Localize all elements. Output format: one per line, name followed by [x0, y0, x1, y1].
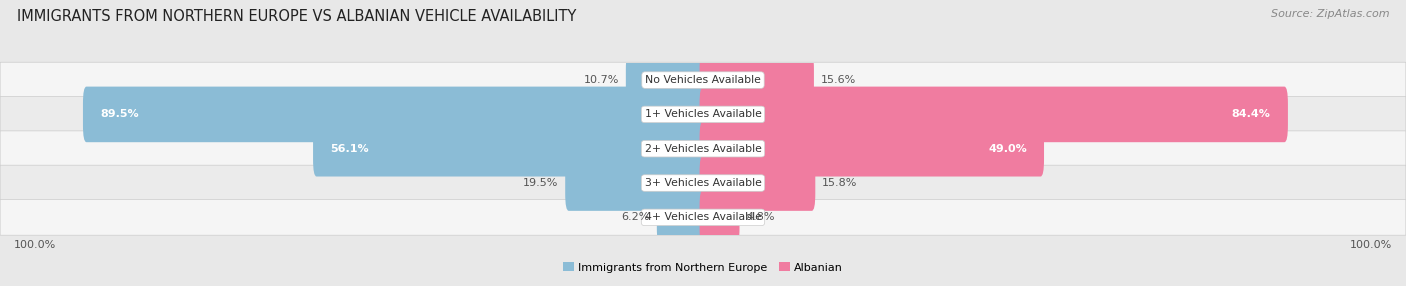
Text: 15.6%: 15.6%: [821, 75, 856, 85]
FancyBboxPatch shape: [0, 97, 1406, 132]
Text: 6.2%: 6.2%: [621, 212, 650, 222]
FancyBboxPatch shape: [700, 190, 740, 245]
Text: 100.0%: 100.0%: [14, 240, 56, 250]
Text: 4.8%: 4.8%: [747, 212, 775, 222]
FancyBboxPatch shape: [700, 121, 1045, 176]
FancyBboxPatch shape: [0, 62, 1406, 98]
Text: 84.4%: 84.4%: [1232, 110, 1271, 119]
FancyBboxPatch shape: [700, 52, 814, 108]
Text: 56.1%: 56.1%: [330, 144, 368, 154]
Text: 15.8%: 15.8%: [823, 178, 858, 188]
FancyBboxPatch shape: [700, 155, 815, 211]
Text: 2+ Vehicles Available: 2+ Vehicles Available: [644, 144, 762, 154]
FancyBboxPatch shape: [83, 87, 706, 142]
FancyBboxPatch shape: [626, 52, 706, 108]
Text: 4+ Vehicles Available: 4+ Vehicles Available: [644, 212, 762, 222]
Text: 49.0%: 49.0%: [988, 144, 1026, 154]
FancyBboxPatch shape: [565, 155, 706, 211]
Text: 1+ Vehicles Available: 1+ Vehicles Available: [644, 110, 762, 119]
Legend: Immigrants from Northern Europe, Albanian: Immigrants from Northern Europe, Albania…: [558, 258, 848, 277]
Text: IMMIGRANTS FROM NORTHERN EUROPE VS ALBANIAN VEHICLE AVAILABILITY: IMMIGRANTS FROM NORTHERN EUROPE VS ALBAN…: [17, 9, 576, 23]
FancyBboxPatch shape: [314, 121, 706, 176]
Text: 89.5%: 89.5%: [100, 110, 139, 119]
Text: No Vehicles Available: No Vehicles Available: [645, 75, 761, 85]
Text: 100.0%: 100.0%: [1350, 240, 1392, 250]
FancyBboxPatch shape: [657, 190, 706, 245]
FancyBboxPatch shape: [0, 131, 1406, 166]
FancyBboxPatch shape: [0, 165, 1406, 201]
Text: 10.7%: 10.7%: [583, 75, 619, 85]
FancyBboxPatch shape: [700, 87, 1288, 142]
Text: 3+ Vehicles Available: 3+ Vehicles Available: [644, 178, 762, 188]
Text: Source: ZipAtlas.com: Source: ZipAtlas.com: [1271, 9, 1389, 19]
FancyBboxPatch shape: [0, 200, 1406, 235]
Text: 19.5%: 19.5%: [523, 178, 558, 188]
